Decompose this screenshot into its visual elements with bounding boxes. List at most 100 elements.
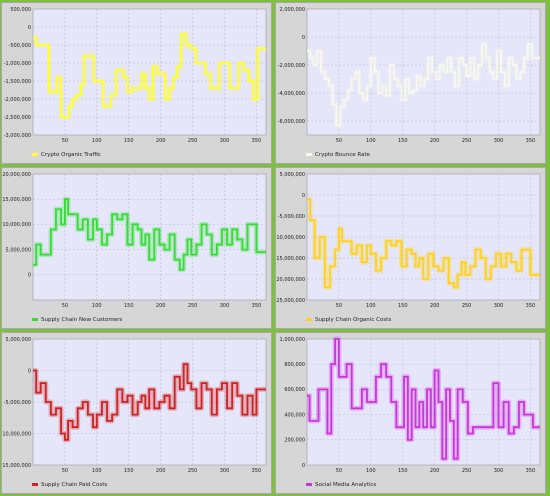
y-tick-label: -1,000,000 <box>4 61 31 67</box>
series-line <box>307 43 540 127</box>
y-tick-label: -25,000,000 <box>276 298 305 304</box>
y-tick-label: 0 <box>302 35 305 41</box>
y-tick-label: 0 <box>302 463 305 469</box>
y-tick-label: -2,000,000 <box>4 97 31 103</box>
chart-supply-chain-paid-costs: 5,000,000 0 -5,000,000 -10,000,000 -15,000,0… <box>2 337 267 488</box>
x-tick-label: 100 <box>366 303 376 309</box>
y-tick-label: -500,000 <box>9 43 31 49</box>
x-tick-label: 150 <box>124 303 134 309</box>
y-tick-label: -15,000,000 <box>276 256 305 262</box>
y-tick-label: 500,000 <box>10 7 31 13</box>
x-tick-label: 250 <box>462 303 472 309</box>
y-tick-label: -4,000,000 <box>278 91 305 97</box>
panel-supply-chain-paid-costs: 5,000,000 0 -5,000,000 -10,000,000 -15,000,0… <box>1 332 272 494</box>
x-tick-label: 100 <box>92 138 102 144</box>
series-line <box>307 198 540 289</box>
y-tick-label: 0 <box>28 25 31 31</box>
x-tick-label: 100 <box>366 138 376 144</box>
x-tick-label: 350 <box>526 468 536 474</box>
x-tick-label: 300 <box>220 138 230 144</box>
y-tick-label: 0 <box>28 273 31 279</box>
x-tick-label: 200 <box>156 468 166 474</box>
chart-crypto-organic-traffic: 500,000 0 -500,000 -1,000,000 -1,500,000 -2,0… <box>4 7 267 158</box>
y-tick-label: 10,000,000 <box>2 222 31 228</box>
y-tick-label: 2,000,000 <box>280 7 305 13</box>
x-tick-label: 100 <box>92 303 102 309</box>
legend-label: Supply Chain New Customers <box>41 317 122 323</box>
legend-label: Crypto Bounce Rate <box>315 152 371 158</box>
chart-supply-chain-organic-costs: 5,000,000 0 -5,000,000 -10,000,000 -15,000,0… <box>276 172 541 323</box>
x-tick-label: 350 <box>526 138 536 144</box>
panel-supply-chain-new-customers: 20,000,000 15,000,000 10,000,000 5,000,000 0… <box>1 167 272 329</box>
x-tick-label: 150 <box>398 303 408 309</box>
x-tick-label: 100 <box>92 468 102 474</box>
legend-label: Crypto Organic Traffic <box>41 152 101 158</box>
y-tick-label: 1,000,000 <box>280 337 305 343</box>
y-tick-label: 0 <box>28 368 31 374</box>
y-tick-label: -2,500,000 <box>4 115 31 121</box>
x-tick-label: 50 <box>336 303 342 309</box>
x-tick-label: 200 <box>156 138 166 144</box>
series-line <box>33 198 266 271</box>
x-tick-label: 150 <box>398 468 408 474</box>
y-tick-label: 15,000,000 <box>2 197 31 203</box>
x-tick-label: 150 <box>124 138 134 144</box>
x-tick-label: 50 <box>336 138 342 144</box>
y-tick-label: 5,000,000 <box>6 247 31 253</box>
x-tick-label: 250 <box>462 138 472 144</box>
x-tick-label: 50 <box>62 468 68 474</box>
x-tick-label: 50 <box>62 303 68 309</box>
legend-swatch <box>32 153 38 156</box>
legend-label: Supply Chain Paid Costs <box>41 482 107 488</box>
series-line <box>307 338 540 460</box>
panel-social-media-analytics: 1,000,000 800,000 600,000 400,000 200,000 0 50… <box>275 332 546 494</box>
x-tick-label: 300 <box>220 303 230 309</box>
x-tick-label: 250 <box>188 303 198 309</box>
panel-crypto-organic-traffic: 500,000 0 -500,000 -1,000,000 -1,500,000 -2,0… <box>1 2 272 164</box>
panel-crypto-bounce-rate: 2,000,000 0 -2,000,000 -4,000,000 -6,000,000… <box>275 2 546 164</box>
x-tick-label: 150 <box>398 138 408 144</box>
y-tick-label: -10,000,000 <box>2 431 31 437</box>
legend-label: Social Media Analytics <box>315 482 376 488</box>
legend-swatch <box>32 483 38 486</box>
x-tick-label: 300 <box>494 138 504 144</box>
x-tick-label: 300 <box>494 468 504 474</box>
y-tick-label: -2,000,000 <box>278 63 305 69</box>
x-tick-label: 200 <box>430 138 440 144</box>
legend-label: Supply Chain Organic Costs <box>315 317 391 323</box>
chart-social-media-analytics: 1,000,000 800,000 600,000 400,000 200,000 0 50… <box>280 336 541 488</box>
legend-swatch <box>306 318 312 321</box>
chart-supply-chain-new-customers: 20,000,000 15,000,000 10,000,000 5,000,000 0… <box>2 172 267 323</box>
y-tick-label: -5,000,000 <box>278 214 305 220</box>
series-line <box>33 363 266 441</box>
chart-crypto-bounce-rate: 2,000,000 0 -2,000,000 -4,000,000 -6,000,000… <box>278 7 541 158</box>
x-tick-label: 300 <box>220 468 230 474</box>
x-tick-label: 250 <box>188 468 198 474</box>
y-tick-label: -6,000,000 <box>278 119 305 125</box>
x-tick-label: 350 <box>252 303 262 309</box>
y-tick-label: 0 <box>302 193 305 199</box>
y-tick-label: 800,000 <box>284 362 305 368</box>
y-tick-label: -5,000,000 <box>4 400 31 406</box>
x-tick-label: 150 <box>124 468 134 474</box>
legend-swatch <box>32 318 38 321</box>
y-tick-label: 600,000 <box>284 387 305 393</box>
x-tick-label: 250 <box>462 468 472 474</box>
x-tick-label: 200 <box>156 303 166 309</box>
x-tick-label: 200 <box>430 468 440 474</box>
x-tick-label: 50 <box>62 138 68 144</box>
x-tick-label: 250 <box>188 138 198 144</box>
y-tick-label: 200,000 <box>284 438 305 444</box>
legend-swatch <box>306 153 312 156</box>
x-tick-label: 350 <box>252 138 262 144</box>
y-tick-label: -10,000,000 <box>276 235 305 241</box>
y-tick-label: -15,000,000 <box>2 463 31 469</box>
y-tick-label: -3,000,000 <box>4 133 31 139</box>
x-tick-label: 200 <box>430 303 440 309</box>
panel-supply-chain-organic-costs: 5,000,000 0 -5,000,000 -10,000,000 -15,000,0… <box>275 167 546 329</box>
plot-area <box>32 8 267 136</box>
legend-swatch <box>306 483 312 486</box>
y-tick-label: 20,000,000 <box>2 172 31 178</box>
x-tick-label: 350 <box>526 303 536 309</box>
